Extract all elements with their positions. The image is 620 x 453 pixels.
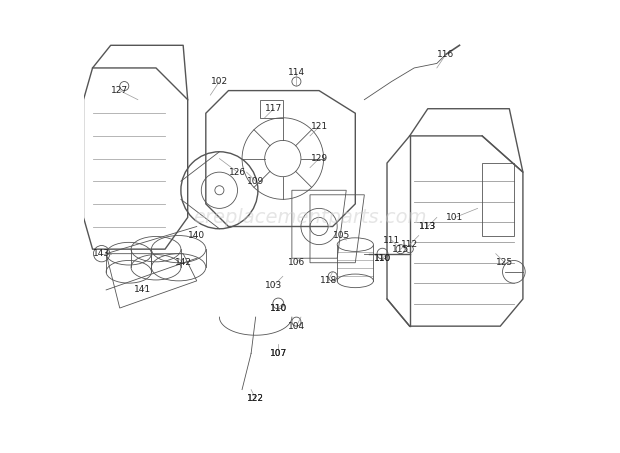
Text: 125: 125 xyxy=(496,258,513,267)
Text: 102: 102 xyxy=(211,77,228,86)
Text: 104: 104 xyxy=(288,322,305,331)
Text: 110: 110 xyxy=(374,254,391,263)
Text: 111: 111 xyxy=(383,236,400,245)
Text: 113: 113 xyxy=(419,222,436,231)
Text: 107: 107 xyxy=(270,349,287,358)
Text: 106: 106 xyxy=(288,258,305,267)
Text: 122: 122 xyxy=(247,394,264,403)
Text: 113: 113 xyxy=(419,222,436,231)
Text: 103: 103 xyxy=(265,281,282,290)
Text: 117: 117 xyxy=(265,104,282,113)
Text: 126: 126 xyxy=(229,168,246,177)
Text: 109: 109 xyxy=(247,177,264,186)
Text: 122: 122 xyxy=(247,394,264,403)
Text: 105: 105 xyxy=(333,231,350,240)
Text: 143: 143 xyxy=(93,249,110,258)
Text: 121: 121 xyxy=(311,122,327,131)
Text: 129: 129 xyxy=(311,154,327,163)
Text: 116: 116 xyxy=(437,50,454,59)
Text: 112: 112 xyxy=(401,240,418,249)
Text: 118: 118 xyxy=(319,276,337,285)
Text: ereplacementparts.com: ereplacementparts.com xyxy=(193,208,427,227)
Text: 115: 115 xyxy=(392,245,409,254)
Text: 107: 107 xyxy=(270,349,287,358)
Text: 127: 127 xyxy=(111,86,128,95)
Text: 140: 140 xyxy=(188,231,205,240)
Text: 110: 110 xyxy=(270,304,287,313)
Text: 141: 141 xyxy=(134,285,151,294)
Text: 110: 110 xyxy=(270,304,287,313)
Text: 114: 114 xyxy=(288,68,305,77)
Text: 110: 110 xyxy=(374,254,391,263)
Text: 101: 101 xyxy=(446,213,464,222)
Text: 142: 142 xyxy=(175,258,192,267)
